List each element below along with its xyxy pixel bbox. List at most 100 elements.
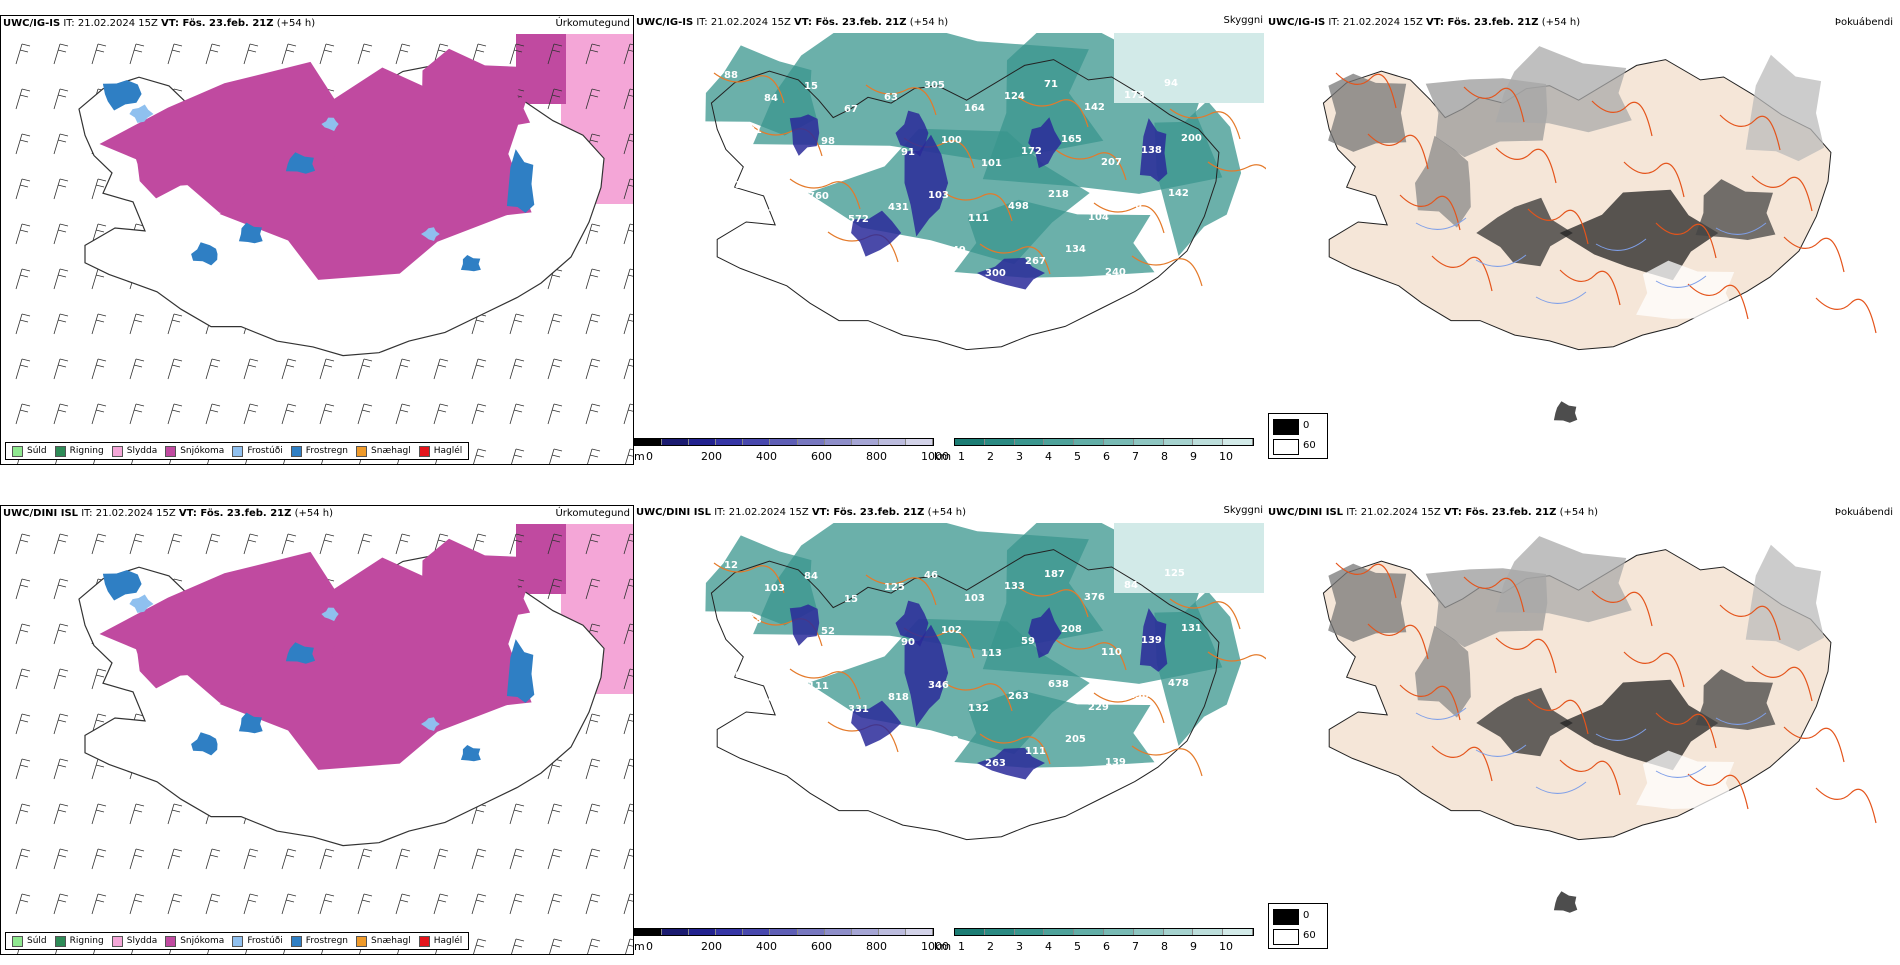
- wind-barb: [205, 533, 221, 555]
- wind-barb: [547, 533, 563, 555]
- road-line: [1335, 72, 1397, 109]
- colorbar-swatch: [797, 439, 825, 445]
- low-visibility-area: [954, 689, 1155, 768]
- road-line: [1367, 133, 1429, 170]
- cloud-base-label: 134: [1065, 244, 1086, 255]
- wind-barb: [53, 533, 69, 555]
- cloud-base-label: 73: [781, 638, 795, 649]
- colorbar-swatch: [1014, 929, 1045, 935]
- wind-barb: [15, 358, 31, 380]
- road-line: [941, 680, 1013, 712]
- cloud-base-label: 205: [1065, 734, 1086, 745]
- cloud-base-label: 76: [861, 649, 875, 660]
- precip-map: [15, 524, 633, 954]
- cloud-base-label: 187: [1044, 569, 1065, 580]
- colorbar-tick: 7: [1132, 940, 1139, 953]
- wind-barb: [15, 178, 31, 200]
- colorbar-swatch: [716, 929, 744, 935]
- wind-barb: [395, 893, 411, 915]
- colorbar-unit: m: [634, 940, 645, 953]
- freezing-rain-area: [102, 80, 142, 111]
- road-line: [1623, 161, 1685, 198]
- colorbar-swatch: [1044, 439, 1075, 445]
- fog-index-area: [1695, 669, 1776, 730]
- colorbar-unit: km: [934, 940, 952, 953]
- wind-barb: [53, 848, 69, 870]
- wind-barb: [357, 893, 373, 915]
- wind-barb: [357, 403, 373, 425]
- wind-barb: [281, 403, 297, 425]
- road-line: [1367, 623, 1429, 660]
- wind-barb: [585, 88, 601, 110]
- freezing-rain-area: [506, 149, 535, 213]
- cloud-base-label: 182: [865, 269, 886, 280]
- legend-item: Haglél: [418, 935, 462, 947]
- cloud-base-label: 84: [764, 93, 778, 104]
- cloud-base-label: 111: [968, 213, 989, 224]
- wind-barb: [623, 88, 633, 110]
- cloud-base-label: 110: [1101, 647, 1122, 658]
- snowfall-area: [130, 136, 215, 199]
- cloud-base-colorbar: m 0 200 400 600 800 1000: [634, 928, 949, 958]
- wind-barb: [509, 403, 525, 425]
- wind-barb: [53, 803, 69, 825]
- colorbar-swatch: [905, 929, 934, 935]
- wind-barb: [129, 43, 145, 65]
- legend-item: Snæhagl: [356, 935, 411, 947]
- legend-label: Snjókoma: [180, 446, 225, 456]
- legend-item: Slydda: [111, 445, 157, 457]
- fog-index-area: [1495, 46, 1632, 133]
- cloud-base-label: 104: [1088, 212, 1109, 223]
- river-line: [1535, 781, 1587, 794]
- legend-swatch: [356, 445, 368, 457]
- low-cloud-area: [1139, 608, 1168, 672]
- colorbar-tick: 2: [987, 450, 994, 463]
- wind-barb: [623, 358, 633, 380]
- wind-barb: [53, 893, 69, 915]
- cloud-base-label: 101: [981, 158, 1002, 169]
- fog-indicator-panel: UWC/IG-IS IT: 21.02.2024 15Z VT: Fös. 23…: [1266, 15, 1896, 475]
- cloud-base-label: 240: [1105, 267, 1126, 278]
- fog-legend-swatch: [1273, 929, 1299, 945]
- road-line: [789, 178, 861, 210]
- cloud-base-label: 100: [941, 135, 962, 146]
- iceland-outline: [710, 59, 1220, 351]
- wind-barb: [281, 848, 297, 870]
- colorbar-tick: 800: [866, 450, 887, 463]
- wind-barb: [511, 938, 525, 954]
- variable-name: Úrkomutegund: [555, 18, 630, 29]
- colorbar-swatch: [878, 439, 906, 445]
- colorbar-tick: 600: [811, 450, 832, 463]
- legend-label: Rigning: [69, 446, 104, 456]
- legend-item: Slydda: [111, 935, 157, 947]
- snowfall-area: [219, 142, 510, 280]
- wind-barb: [205, 893, 221, 915]
- river-line: [1715, 222, 1767, 235]
- iceland-outline: [710, 549, 1220, 841]
- wind-barb: [319, 533, 335, 555]
- wind-barb: [167, 313, 183, 335]
- freezing-drizzle-area: [129, 104, 154, 123]
- panel-title: UWC/DINI ISL IT: 21.02.2024 15Z VT: Fös.…: [1268, 507, 1598, 518]
- road-line: [1207, 161, 1266, 172]
- wind-barb: [91, 403, 107, 425]
- wind-barb: [471, 403, 487, 425]
- legend-swatch: [290, 445, 302, 457]
- colorbar-swatch: [1074, 929, 1104, 935]
- cloud-base-label: 91: [901, 147, 915, 158]
- road-line: [1655, 222, 1717, 259]
- road-line: [1559, 269, 1621, 306]
- road-line: [1399, 194, 1461, 231]
- snowfall-area: [410, 538, 531, 620]
- cloud-base-label: 59: [1021, 636, 1035, 647]
- wind-barb: [585, 848, 601, 870]
- low-cloud-area: [1139, 118, 1168, 182]
- road-line: [1463, 576, 1525, 613]
- cloud-base-label: 88: [724, 70, 738, 81]
- snowfall-area: [130, 626, 215, 689]
- wind-barb: [15, 313, 31, 335]
- wind-barb: [53, 43, 69, 65]
- river-line: [1415, 707, 1467, 720]
- fog-legend-label: 0: [1303, 910, 1310, 921]
- cloud-base-label: 79: [785, 748, 799, 759]
